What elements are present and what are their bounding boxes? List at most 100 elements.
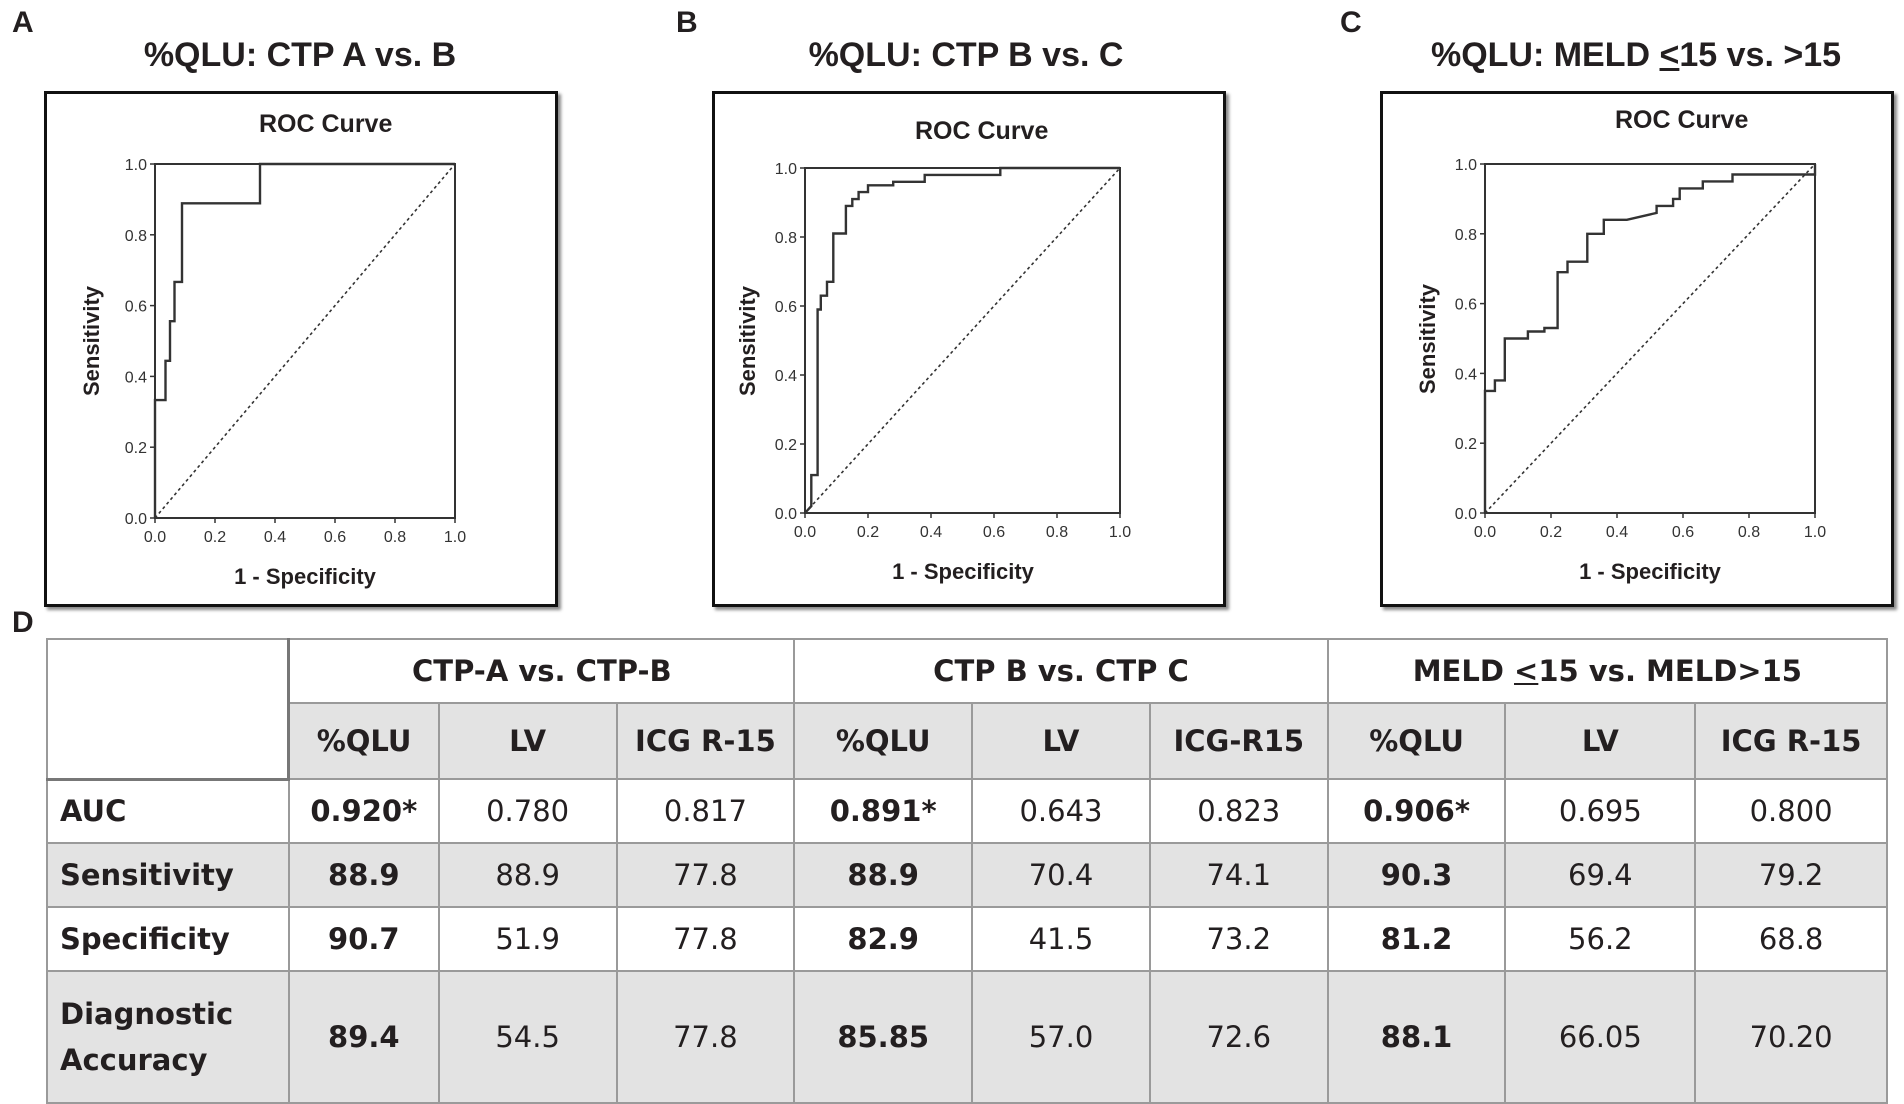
panel-letter-b: B [676,6,698,39]
y-tick-label: 0.4 [1455,366,1477,383]
table-row-specificity: Specificity 90.7 51.9 77.8 82.9 41.5 73.… [46,906,1888,972]
table-row-sensitivity: Sensitivity 88.9 88.9 77.8 88.9 70.4 74.… [46,842,1888,908]
plot-frame [1484,163,1816,514]
table-cell: 90.3 [1326,842,1507,908]
x-tick-label: 0.6 [983,524,1005,541]
chart-title: ROC Curve [1615,106,1748,134]
table-cell: 0.891* [793,778,974,844]
table-cell: 90.7 [287,906,440,972]
panel-letter-c: C [1340,6,1362,39]
table-cell: 69.4 [1504,842,1697,908]
x-tick-label: 0.6 [1672,524,1694,541]
x-tick-label: 0.8 [1738,524,1760,541]
panel-letter-a: A [12,6,34,39]
x-tick-label: 0.6 [324,529,346,546]
panel-letter-d: D [12,606,34,639]
y-tick-label: 0.0 [1455,506,1477,523]
plot-frame [804,167,1121,514]
table-cell: 0.906* [1326,778,1507,844]
x-axis-label: 1 - Specificity [234,564,377,589]
row-label: Sensitivity [46,842,290,908]
y-tick-label: 0.4 [775,368,797,385]
x-tick-label: 0.8 [1046,524,1068,541]
table-cell: 68.8 [1694,906,1888,972]
results-table: CTP-A vs. CTP-B CTP B vs. CTP C MELD <15… [46,638,1889,1104]
plot-frame [154,163,456,519]
x-tick-label: 0.4 [264,529,286,546]
chart-title: ROC Curve [915,117,1048,145]
table-cell: 70.20 [1694,970,1888,1104]
table-cell: 77.8 [615,970,796,1104]
row-label: AUC [46,778,290,844]
y-tick-label: 0.6 [775,299,797,316]
table-row-diagnostic-accuracy: Diagnostic Accuracy 89.4 54.5 77.8 85.85 … [46,970,1888,1104]
y-tick-label: 0.4 [125,369,147,386]
roc-chart-b: ROC Curve 0.0 0.2 0.4 0.6 0.8 1.0 0.0 0.2 0.4 0.6 0… [712,91,1226,607]
table-cell: 85.85 [793,970,974,1104]
x-tick-label: 0.4 [1606,524,1628,541]
table-cell: 88.9 [437,842,618,908]
group-header-ctp-a-b: CTP-A vs. CTP-B [287,638,796,704]
sub-header: %QLU [1326,702,1507,780]
panel-title-c: %QLU: MELD <15 vs. >15 [1382,36,1890,75]
y-axis-label: Sensitivity [1415,283,1440,394]
roc-curve-line [804,166,1120,514]
panel-title-c-post: 15 vs. >15 [1679,36,1842,74]
x-tick-label: 1.0 [1804,524,1826,541]
sub-header: LV [1504,702,1697,780]
group-header-meld-underlined: < [1514,654,1539,688]
table-cell: 57.0 [971,970,1151,1104]
roc-chart-c: ROC Curve 0.0 0.2 0.4 0.6 0.8 1.0 0.0 0.2 0.4 0.6 0… [1380,91,1894,607]
table-cell: 0.695 [1504,778,1697,844]
panel-title-a: %QLU: CTP A vs. B [143,36,457,74]
group-header-row: CTP-A vs. CTP-B CTP B vs. CTP C MELD <15… [46,638,1889,781]
y-tick-label: 0.8 [775,230,797,247]
y-tick-label: 0.2 [1455,436,1477,453]
reference-diagonal-line [804,167,1121,514]
x-tick-label: 0.2 [204,529,226,546]
table-cell: 81.2 [1326,906,1507,972]
row-label-line1: Diagnostic [60,997,234,1031]
panel-title-c-underlined: < [1659,36,1680,74]
table-cell: 54.5 [437,970,618,1104]
x-tick-label: 0.2 [1540,524,1562,541]
roc-chart-b-svg: ROC Curve 0.0 0.2 0.4 0.6 0.8 1.0 0.0 0.2 0.4 0.6 0… [735,117,1131,584]
chart-title: ROC Curve [259,110,392,138]
sub-header: ICG R-15 [615,702,796,780]
table-cell: 77.8 [615,842,796,908]
row-label: Specificity [46,906,290,972]
table-cell: 79.2 [1694,842,1888,908]
table-cell: 88.9 [287,842,440,908]
y-axis-label: Sensitivity [735,285,760,396]
y-tick-label: 1.0 [775,161,797,178]
table-cell: 0.920* [287,778,440,844]
roc-chart-a: ROC Curve 0.0 0.2 0.4 0.6 0.8 1.0 0.0 0.2 0.4 0.6 0… [44,91,558,607]
x-tick-label: 0.0 [794,524,816,541]
x-axis-label: 1 - Specificity [892,559,1035,584]
sub-header: ICG R-15 [1694,702,1888,780]
table-cell: 89.4 [287,970,440,1104]
group-header-ctp-b-c: CTP B vs. CTP C [793,638,1329,704]
table-cell: 0.823 [1148,778,1329,844]
group-header-meld-pre: MELD [1412,654,1515,688]
roc-curve-line [153,162,455,518]
table-cell: 66.05 [1504,970,1697,1104]
row-label-line2: Accuracy [60,1043,208,1077]
table-cell: 51.9 [437,906,618,972]
table-cell: 74.1 [1148,842,1329,908]
sub-header: LV [437,702,618,780]
table-cell: 88.9 [793,842,974,908]
y-axis-label: Sensitivity [79,285,104,396]
corner-cell [46,638,291,781]
table-cell: 70.4 [971,842,1151,908]
x-tick-label: 1.0 [1109,524,1131,541]
roc-chart-a-svg: ROC Curve 0.0 0.2 0.4 0.6 0.8 1.0 0.0 0.2 0.4 0.6 0… [79,110,466,589]
x-tick-label: 0.0 [1474,524,1496,541]
y-tick-label: 0.0 [775,506,797,523]
y-tick-label: 0.0 [125,511,147,528]
table-cell: 56.2 [1504,906,1697,972]
x-tick-label: 0.4 [920,524,942,541]
y-tick-label: 0.2 [775,437,797,454]
table-cell: 73.2 [1148,906,1329,972]
table-cell: 72.6 [1148,970,1329,1104]
